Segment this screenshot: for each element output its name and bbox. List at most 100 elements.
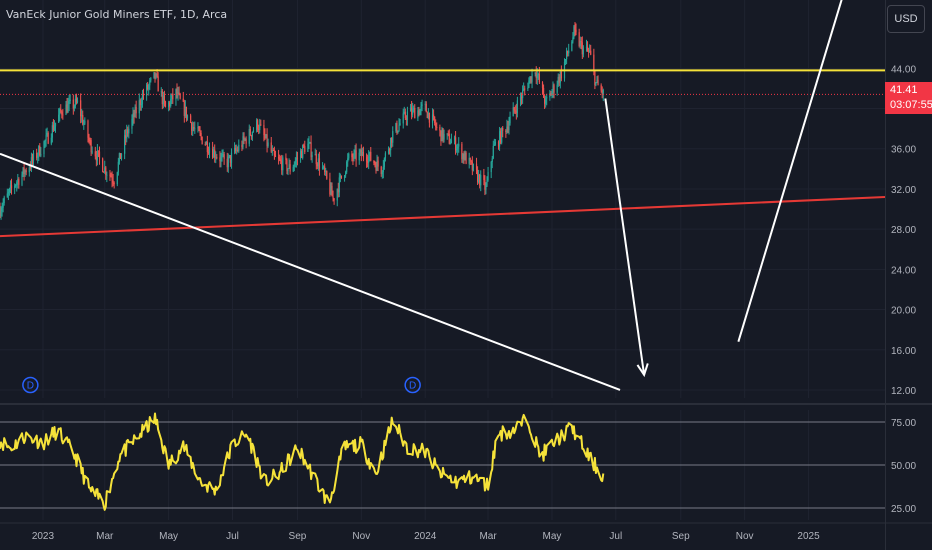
candle-body (273, 150, 276, 156)
dividend-marker[interactable]: D (22, 376, 39, 394)
candle-body (76, 100, 79, 103)
candle-body (405, 118, 407, 120)
candle-body (212, 148, 214, 158)
descending-trendline[interactable] (0, 152, 621, 391)
candle-body (486, 180, 488, 186)
candle-body (501, 127, 503, 143)
candle-body (161, 91, 163, 105)
candle-body (157, 76, 159, 92)
candle-body (380, 166, 382, 174)
candle-body (494, 141, 496, 145)
candle-body (463, 154, 465, 160)
candle-body (514, 110, 516, 112)
candle-body (596, 79, 598, 83)
candle-body (545, 98, 547, 104)
price-tick-label: 24.00 (891, 265, 916, 276)
candle-body (304, 146, 306, 152)
candle-body (454, 137, 457, 151)
candle-body (370, 151, 372, 161)
chart-title: VanEck Junior Gold Miners ETF, 1D, Arca (6, 8, 228, 21)
candle-body (88, 137, 90, 141)
candle-body (234, 147, 236, 153)
candle-body (425, 103, 427, 113)
candle-body (288, 164, 290, 169)
candle-body (25, 170, 27, 173)
candle-body (58, 114, 60, 123)
candle-body (530, 76, 532, 83)
drawing-tools[interactable] (0, 0, 886, 391)
candle-body (365, 157, 368, 162)
candle-body (199, 130, 201, 133)
dividend-marker[interactable]: D (404, 376, 421, 394)
candle-body (374, 163, 376, 165)
candle-body (483, 174, 485, 181)
candle-body (572, 37, 574, 42)
time-tick-label: May (542, 531, 561, 542)
time-tick-label: Nov (352, 531, 370, 542)
candle-body (16, 182, 18, 185)
candle-body (523, 88, 525, 91)
candle-body (194, 128, 196, 130)
candle-body (138, 100, 140, 114)
support-trendline[interactable] (0, 195, 886, 238)
candle-body (95, 156, 97, 161)
candle-body (8, 188, 11, 193)
last-price-badge: 41.41 03:07:55 (885, 82, 932, 114)
candle-body (520, 97, 523, 99)
candle-body (426, 112, 428, 119)
candle-body (544, 97, 546, 104)
candle-body (367, 161, 369, 163)
candle-body (589, 50, 591, 52)
candle-body (600, 85, 602, 91)
candle-body (508, 123, 510, 131)
currency-button[interactable]: USD (887, 5, 925, 33)
candle-body (590, 50, 592, 55)
candle-body (241, 144, 243, 148)
candle-body (447, 133, 449, 135)
candle-body (10, 185, 13, 189)
candle-body (439, 126, 441, 131)
candle-body (44, 140, 46, 142)
candle-body (30, 157, 33, 168)
candle-body (46, 132, 48, 135)
candle-body (516, 100, 518, 114)
candle-body (502, 127, 504, 131)
candle-body (358, 152, 360, 161)
candle-body (96, 150, 99, 161)
time-tick-label: Mar (479, 531, 497, 542)
price-tick-label: 44.00 (891, 64, 916, 75)
candle-body (147, 84, 149, 90)
candle-body (219, 157, 221, 162)
bar-countdown: 03:07:55 (890, 99, 932, 111)
price-tick-label: 16.00 (891, 346, 916, 357)
candle-body (324, 166, 326, 173)
candle-body (470, 160, 472, 162)
projection-arrow[interactable] (737, 0, 845, 343)
candle-body (17, 179, 19, 183)
candle-body (509, 116, 511, 124)
candle-body (197, 127, 199, 129)
candle-body (228, 155, 230, 157)
candle-body (142, 94, 145, 96)
candle-body (23, 167, 25, 175)
candle-body (505, 130, 507, 133)
candle-body (204, 144, 206, 146)
candle-body (493, 144, 495, 146)
candle-body (411, 107, 413, 115)
candle-body (465, 152, 467, 164)
price-tick-label: 32.00 (891, 185, 916, 196)
candle-body (440, 130, 442, 142)
price-tick-label: 12.00 (891, 386, 916, 397)
candle-body (36, 152, 38, 158)
oscillator-line (0, 412, 605, 511)
candle-body (471, 161, 473, 171)
time-tick-label: Sep (289, 531, 307, 542)
projection-arrow[interactable] (604, 98, 646, 376)
candle-body (395, 123, 397, 132)
candle-body (409, 107, 412, 112)
candle-body (339, 175, 341, 178)
candle-body (259, 124, 261, 131)
